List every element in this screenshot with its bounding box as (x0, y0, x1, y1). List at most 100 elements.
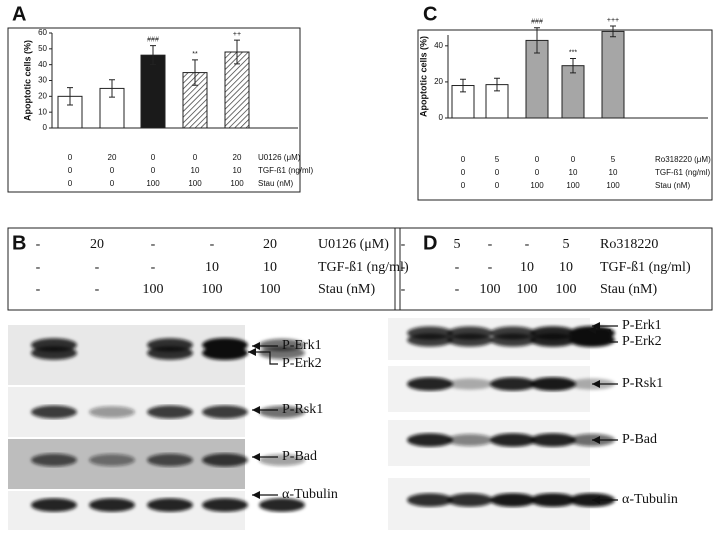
treatment-value: 10 (520, 260, 534, 275)
blot-band (259, 498, 305, 512)
treatment-name: Stau (nM) (655, 181, 690, 190)
y-tick-label: 50 (38, 44, 47, 53)
treatment-value: 0 (495, 168, 500, 177)
blot-bands (407, 433, 615, 447)
treatment-value: 100 (146, 179, 160, 188)
blot-band (147, 405, 193, 419)
protein-label: P-Erk2 (282, 356, 322, 371)
treatment-box (7, 227, 401, 311)
bracket-arrow (588, 329, 618, 343)
arrow-head (592, 380, 600, 388)
treatment-name: U0126 (μM) (258, 153, 301, 162)
treatment-value: 0 (193, 153, 198, 162)
blot-bands (407, 326, 615, 347)
blot-band (259, 405, 305, 419)
treatment-value: 100 (143, 282, 164, 297)
treatment-value: - (210, 237, 215, 252)
treatment-value: 100 (480, 282, 501, 297)
blot-band (569, 333, 615, 347)
treatment-value: 0 (535, 155, 540, 164)
error-bar (109, 79, 115, 98)
treatment-value: 10 (609, 168, 618, 177)
blot-band (202, 453, 248, 467)
treatment-value: 0 (68, 179, 73, 188)
error-bar (150, 45, 156, 66)
treatment-value: 10 (205, 260, 219, 275)
y-tick-label: 30 (38, 76, 47, 85)
error-bar (570, 57, 576, 74)
panel-label: C (423, 3, 437, 25)
treatment-value: 10 (559, 260, 573, 275)
treatment-value: 100 (566, 181, 580, 190)
blot-band (202, 405, 248, 419)
treatment-value: - (36, 282, 41, 297)
error-bar (534, 27, 540, 54)
blot-band (490, 493, 536, 507)
treatment-value: 0 (571, 155, 576, 164)
treatment-value: 10 (569, 168, 578, 177)
blot-band (447, 493, 493, 507)
significance: ### (147, 37, 159, 44)
treatment-value: 100 (606, 181, 620, 190)
treatment-value: - (488, 260, 493, 275)
significance: *** (569, 49, 577, 56)
treatment-value: 0 (110, 179, 115, 188)
treatment-value: 0 (68, 166, 73, 175)
treatment-value: 0 (535, 168, 540, 177)
protein-label: P-Rsk1 (282, 402, 323, 417)
blot-band (89, 454, 135, 466)
blot-band (89, 406, 135, 418)
panel-label: B (12, 232, 26, 254)
treatment-value: 20 (233, 153, 242, 162)
treatment-name: TGF-ß1 (ng/ml) (258, 166, 313, 175)
treatment-name: TGF-ß1 (ng/ml) (655, 168, 710, 177)
arrow-head (252, 491, 260, 499)
treatment-value: - (151, 237, 156, 252)
treatment-value: 100 (530, 181, 544, 190)
error-bar (67, 87, 73, 106)
treatment-value: - (488, 237, 493, 252)
arrow-head (252, 453, 260, 461)
treatment-name: Stau (nM) (600, 282, 658, 297)
arrow-head (248, 348, 256, 356)
treatment-value: - (36, 237, 41, 252)
treatment-value: - (95, 282, 100, 297)
y-tick-label: 40 (434, 41, 443, 50)
protein-label: P-Erk1 (282, 338, 322, 353)
treatment-name: Ro318220 (600, 237, 658, 252)
protein-label: P-Bad (282, 449, 317, 464)
treatment-value: - (455, 260, 460, 275)
treatment-name: Stau (nM) (258, 179, 293, 188)
blot-band (202, 498, 248, 512)
blot-band (147, 346, 193, 360)
blot-band (490, 333, 536, 347)
arrow-head (592, 436, 600, 444)
blot-band (530, 433, 576, 447)
blot-band (530, 493, 576, 507)
blot-bands (31, 338, 305, 360)
blot-bands (31, 498, 305, 512)
blot-band (31, 498, 77, 512)
arrow-head (588, 326, 596, 334)
treatment-value: 100 (202, 282, 223, 297)
blot-bands (31, 405, 305, 419)
treatment-value: 0 (495, 181, 500, 190)
treatment-value: 20 (263, 237, 277, 252)
blot-band (407, 377, 453, 391)
treatment-name: TGF-ß1 (ng/ml) (600, 260, 691, 275)
chart-frame (417, 29, 713, 201)
blot-band (31, 346, 77, 360)
blot-band (447, 434, 493, 446)
treatment-name: Stau (nM) (318, 282, 376, 297)
treatment-name: U0126 (μM) (318, 237, 389, 252)
blot-band (407, 433, 453, 447)
blot-band (530, 377, 576, 391)
blot-band (447, 333, 493, 347)
error-bar (494, 77, 500, 92)
y-tick-label: 20 (38, 91, 47, 100)
y-tick-label: 0 (43, 123, 48, 132)
significance: +++ (607, 17, 619, 24)
bracket-arrow (248, 351, 278, 365)
y-tick-label: 60 (38, 28, 47, 37)
